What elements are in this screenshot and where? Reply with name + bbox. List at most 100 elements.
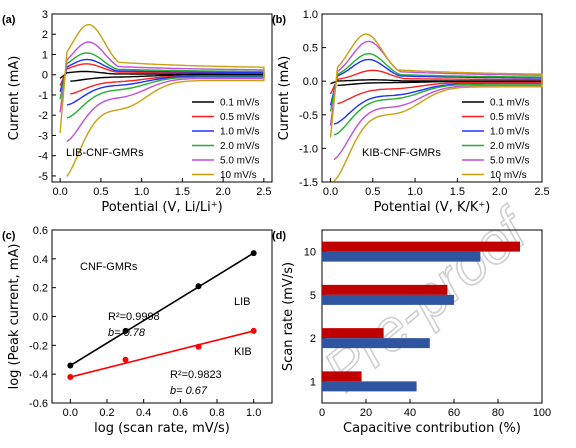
cv-curve [59,52,265,119]
cv-curve [329,33,543,182]
x-tick-label: 0.8 [209,407,224,419]
series-label-lib: LIB [234,296,251,308]
panel-d: (d) 0 20 40 60 80 100 Capacitive contribution (… [272,229,551,436]
sample-annotation: KIB-CNF-GMRs [362,147,441,159]
data-point [122,356,129,363]
y-tick-label: 0 [42,70,48,82]
slope-lib: b= 0.78 [108,327,146,339]
cv-curve [59,23,265,177]
x-tick-label: 1.0 [246,407,261,419]
y-axis-label: log (Peak current, mA) [7,244,22,390]
x-tick-label: 0.0 [323,186,338,198]
y-tick-label: -1 [38,90,48,102]
x-tick-label: 2.5 [534,186,549,198]
x-tick-label: 0.5 [365,186,380,198]
cv-curve [59,70,265,82]
y-tick-label: -0.5 [299,110,318,122]
legend-label: 0.5 mV/s [490,112,529,123]
cv-curve [329,69,543,105]
x-tick-label: 2.0 [215,186,230,198]
y-tick-label: 0.0 [303,76,318,88]
bar [322,294,454,305]
x-tick-label: 20 [360,407,372,419]
x-tick-label: 60 [448,407,460,419]
x-tick-label: 100 [533,407,551,419]
x-tick-label: 1.0 [407,186,422,198]
fit-line [70,330,254,378]
y-tick-label: -3 [38,130,48,142]
cv-curve [330,78,543,87]
y-tick-label: 0.0 [33,312,48,324]
bar [322,338,430,349]
legend-label: 5.0 mV/s [220,156,259,167]
legend-label: 2.0 mV/s [490,141,529,152]
data-point [250,327,257,334]
data-point [250,250,257,257]
fit-line [69,252,255,367]
bar [322,371,362,382]
x-tick-label: 0.0 [63,407,78,419]
cv-curve [59,58,265,106]
y-tick-label: 1 [42,49,48,61]
legend-label: 0.1 mV/s [490,98,529,109]
x-tick-label: 2.0 [492,186,507,198]
x-axis-label: Potential (V, K/K⁺) [374,200,491,215]
sample-annotation: CNF-GMRs [80,261,138,273]
bar [322,241,520,252]
y-tick-label: 0.2 [33,283,48,295]
y-axis-label: Current (mA) [277,56,292,141]
panel-label: (c) [2,230,16,242]
y-axis-label: Current (mA) [7,56,22,141]
legend-label: 2.0 mV/s [220,141,259,152]
x-tick-label: 0.5 [93,186,108,198]
bar [322,381,417,392]
legend-label: 1.0 mV/s [490,127,529,138]
legend-label: 0.5 mV/s [220,112,259,123]
y-tick-label: -5 [38,171,48,183]
data-point [195,343,202,350]
y-tick-label: 0.6 [33,225,48,237]
legend-label: 10 mV/s [220,170,257,181]
bar [322,284,448,295]
y-tick-label: 1 [310,376,316,388]
r2-lib: R²=0.9998 [108,311,160,323]
legend-label: 10 mV/s [490,170,527,181]
y-tick-label: 0.5 [303,43,318,55]
data-point [195,283,202,290]
slope-kib: b= 0.67 [170,385,208,397]
x-tick-label: 1.0 [134,186,149,198]
x-tick-label: 80 [492,407,504,419]
x-axis-label: Potential (V, Li/Li⁺) [101,200,222,215]
bar [322,328,384,339]
y-tick-label: -2 [38,110,48,122]
data-point [122,327,129,334]
panel-b: (b) 0.0 0.5 1.0 1.5 2.0 2.5 Potential (V, K/K⁺)… [272,9,550,215]
panel-c: (c) 0.0 0.2 0.4 0.6 0.8 1.0 log (scan rate, mV/… [2,225,273,436]
panel-label: (d) [272,230,286,242]
data-point [67,362,74,369]
x-tick-label: 0.6 [173,407,188,419]
plot-frame [51,229,273,404]
sample-annotation: LIB-CNF-GMRs [66,147,144,159]
panel-a: (a) 0.0 0.5 1.0 1.5 2.0 2.5 Potential (V, Li/Li… [2,9,273,215]
y-tick-label: 10 [304,247,316,259]
legend-label: 1.0 mV/s [220,127,259,138]
y-tick-label: 2 [42,29,48,41]
y-tick-label: -1.0 [299,143,318,155]
x-tick-label: 2.5 [256,186,271,198]
x-tick-label: 0.0 [52,186,67,198]
panel-label: (a) [2,14,16,26]
panel-label: (b) [272,14,286,26]
x-axis-label: log (scan rate, mV/s) [94,421,230,436]
y-tick-label: -0.4 [29,369,48,381]
x-axis-label: Capacitive contribution (%) [343,421,521,436]
x-tick-label: 1.5 [175,186,190,198]
data-point [67,374,74,381]
x-tick-label: 0 [319,407,325,419]
y-tick-label: 1.0 [303,9,318,21]
legend-label: 5.0 mV/s [490,156,529,167]
x-tick-label: 40 [404,407,416,419]
series-label-kib: KIB [234,346,252,358]
y-tick-label: 5 [310,290,316,302]
